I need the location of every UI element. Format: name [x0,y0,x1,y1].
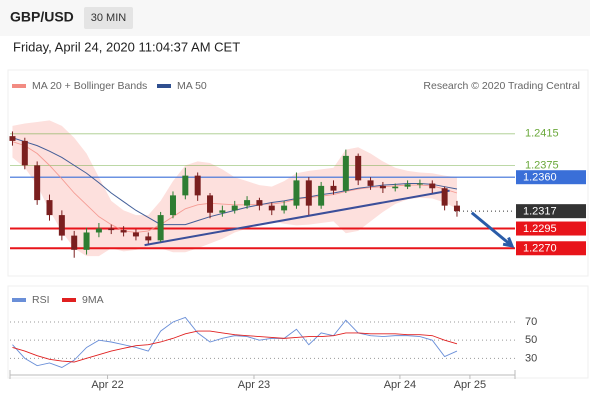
x-tick-label: Apr 22 [91,379,123,391]
level-box [516,204,586,219]
candle-body [83,232,90,250]
candle-body [392,186,399,189]
candle-body [379,185,386,189]
forecast-arrow [470,211,515,248]
price-panel [7,69,589,277]
legend-swatch [12,84,26,88]
candle-body [58,215,65,236]
candle-body [132,232,139,237]
y-tick-label: 50 [525,334,537,346]
candle-body [169,195,176,216]
candle-body [305,180,312,206]
level-box [516,241,586,256]
candle-body [355,155,362,181]
x-tick-label: Apr 24 [384,379,416,391]
candle-body [244,200,251,206]
y-tick-label: 30 [525,352,537,364]
level-label: 1.2317 [523,206,557,218]
candle-body [182,175,189,196]
legend-swatch [62,298,76,302]
candle-body [108,228,115,231]
level-label: 1.2270 [523,243,557,255]
legend-swatch [12,298,26,302]
indicator-line [12,316,458,368]
candle-body [429,183,436,189]
bollinger-band [12,120,457,257]
candle-body [330,185,337,191]
candle-body [9,136,16,141]
legend-swatch [157,84,171,88]
legend-label: MA 20 + Bollinger Bands [32,80,147,92]
chart-title: Friday, April 24, 2020 11:04:37 AM CET [13,39,240,54]
level-label: 1.2375 [525,159,559,171]
trendline [144,189,450,247]
candle-body [145,236,152,241]
rsi-panel [7,285,589,379]
candle-body [95,228,102,233]
candle-body [256,200,263,206]
symbol: GBP/USD [10,9,74,25]
candle-body [157,215,164,241]
candle-body [404,184,411,187]
candle-body [318,185,325,206]
candle-body [293,180,300,206]
candle-body [34,165,41,201]
candle-body [367,180,374,186]
y-tick-label: 70 [525,316,537,328]
legend-label: 9MA [82,294,104,306]
candle-body [207,195,214,213]
interval-button[interactable] [84,7,133,29]
candle-body [71,235,78,250]
level-box [516,221,586,236]
x-tick-label: Apr 25 [454,379,486,391]
legend-label: MA 50 [177,80,207,92]
candle-body [194,175,201,196]
level-box [516,170,586,185]
candle-body [46,200,53,216]
candle-body [21,140,28,166]
candle-body [453,205,460,212]
candle-body [441,188,448,206]
level-label: 1.2415 [525,128,559,140]
indicator-line [12,330,458,363]
candle-body [268,205,275,211]
candle-body [231,205,238,211]
interval[interactable]: 30 MIN [91,12,127,24]
level-label: 1.2295 [523,223,557,235]
level-label: 1.2360 [523,172,557,184]
candle-body [120,230,127,233]
candle-body [219,210,226,213]
credit: Research © 2020 Trading Central [423,80,580,92]
legend-label: RSI [32,294,50,306]
candle-body [416,183,423,185]
candle-body [281,205,288,211]
x-tick-label: Apr 23 [238,379,270,391]
candle-body [342,155,349,191]
